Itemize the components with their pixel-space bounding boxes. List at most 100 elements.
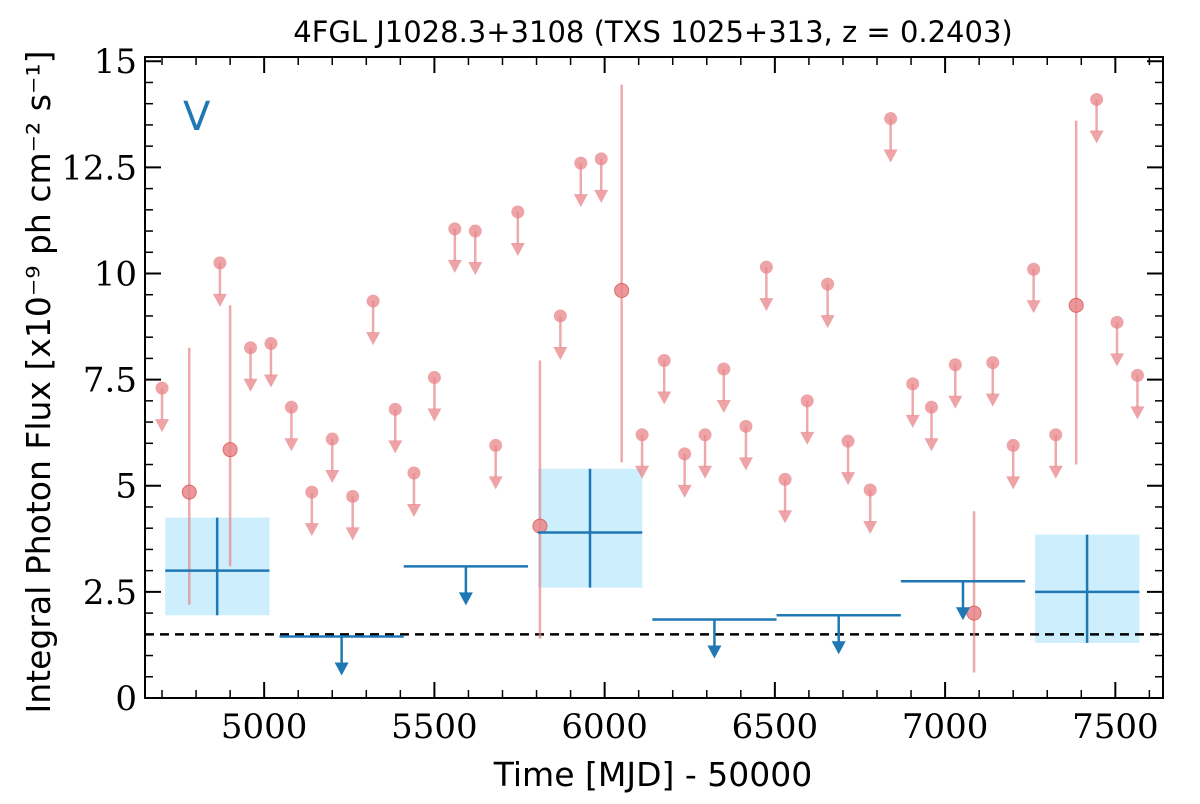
- short-bin-upper-limit: [698, 428, 713, 479]
- upper-limit-arrow-head: [468, 262, 483, 276]
- upper-limit-arrow-head: [345, 527, 360, 541]
- upper-limit-arrow-head: [1048, 465, 1063, 479]
- upper-limit-arrow-head: [831, 641, 846, 655]
- x-tick-label: 5500: [391, 707, 478, 747]
- detection-marker: [181, 484, 197, 500]
- short-bin-detection: [181, 347, 197, 605]
- upper-limit-marker: [1130, 368, 1144, 382]
- y-tick-label: 7.5: [83, 361, 137, 401]
- long-bin-upper-limit: [403, 565, 529, 606]
- upper-limit-arrow-head: [738, 457, 753, 471]
- upper-limit-marker: [778, 472, 792, 486]
- upper-limit-arrow-head: [677, 484, 692, 498]
- detection-marker: [966, 605, 982, 621]
- short-bin-upper-limit: [345, 489, 360, 541]
- x-tick-label: 6500: [732, 707, 819, 747]
- short-bin-upper-limit: [1110, 315, 1125, 367]
- detection-marker: [1068, 297, 1084, 313]
- long-bin-layer: [165, 468, 1140, 676]
- y-tick-label: 10: [94, 254, 137, 294]
- x-tick-label: 6000: [561, 707, 648, 747]
- short-bin-upper-limit: [510, 205, 525, 256]
- upper-limit-marker: [948, 358, 962, 372]
- upper-limit-marker: [594, 152, 608, 166]
- upper-limit-marker: [305, 485, 319, 499]
- upper-limit-marker: [388, 402, 402, 416]
- upper-limit-arrow-head: [366, 332, 381, 346]
- upper-limit-marker: [986, 356, 1000, 370]
- long-bin-upper-limit: [776, 613, 901, 655]
- upper-limit-arrow-head: [263, 374, 278, 388]
- upper-limit-arrow-head: [707, 645, 722, 659]
- short-bin-upper-limit: [212, 256, 227, 307]
- upper-limit-marker: [717, 362, 731, 376]
- short-bin-upper-limit: [284, 400, 299, 452]
- x-tick-label: 7000: [902, 707, 989, 747]
- short-bin-detection: [1068, 120, 1084, 465]
- short-bin-upper-limit: [366, 294, 381, 346]
- upper-limit-marker: [678, 447, 692, 461]
- upper-limit-arrow-head: [447, 259, 462, 273]
- detection-marker: [532, 518, 548, 534]
- short-bin-upper-limit: [263, 337, 278, 388]
- upper-limit-marker: [1006, 438, 1020, 452]
- upper-limit-arrow-head: [841, 472, 856, 486]
- short-bin-upper-limit: [594, 152, 609, 203]
- upper-limit-marker: [155, 381, 169, 395]
- upper-limit-marker: [821, 277, 835, 291]
- short-bin-upper-limit: [1026, 262, 1041, 314]
- upper-limit-arrow-head: [698, 465, 713, 479]
- upper-limit-arrow-head: [573, 194, 588, 208]
- detection-marker: [222, 442, 238, 458]
- detection-marker: [614, 282, 630, 298]
- upper-limit-arrow-head: [657, 391, 672, 405]
- upper-limit-arrow-head: [1026, 300, 1041, 314]
- upper-limit-arrow-head: [985, 393, 1000, 407]
- y-tick-label: 15: [94, 42, 137, 82]
- upper-limit-marker: [574, 156, 588, 170]
- short-bin-upper-limit: [427, 371, 442, 422]
- long-bin-detection: [538, 468, 643, 588]
- short-bin-detection: [532, 360, 548, 639]
- short-bin-upper-limit: [1089, 92, 1104, 144]
- short-bin-upper-limit: [657, 354, 672, 405]
- short-bin-upper-limit: [759, 260, 774, 312]
- panel-label: V: [183, 94, 211, 140]
- short-bin-upper-limit: [488, 438, 503, 490]
- long-bin-upper-limit: [279, 635, 404, 676]
- upper-limit-arrow-head: [406, 504, 421, 518]
- x-tick-label: 7500: [1072, 707, 1159, 747]
- short-bin-upper-limit: [304, 485, 319, 537]
- upper-limit-marker: [1090, 92, 1104, 106]
- y-tick-label: 5: [115, 467, 137, 507]
- short-bin-upper-limit: [716, 362, 731, 414]
- short-bin-upper-limit: [924, 400, 939, 452]
- short-bin-upper-limit: [905, 377, 920, 428]
- upper-limit-arrow-head: [1110, 353, 1125, 367]
- upper-limit-marker: [489, 438, 503, 452]
- upper-limit-arrow-head: [155, 419, 170, 433]
- upper-limit-marker: [759, 260, 773, 274]
- upper-limit-arrow-head: [1130, 406, 1145, 420]
- short-bin-upper-limit: [447, 222, 462, 273]
- short-bin-layer: [155, 84, 1145, 673]
- upper-limit-arrow-head: [883, 149, 898, 163]
- upper-limit-marker: [448, 222, 462, 236]
- upper-limit-marker: [366, 294, 380, 308]
- upper-limit-arrow-head: [635, 465, 650, 479]
- upper-limit-arrow-head: [427, 408, 442, 422]
- upper-limit-marker: [1027, 262, 1041, 276]
- upper-limit-arrow-head: [820, 315, 835, 329]
- short-bin-upper-limit: [883, 112, 898, 163]
- upper-limit-arrow-head: [304, 523, 319, 537]
- upper-limit-marker: [325, 432, 339, 446]
- upper-limit-arrow-head: [212, 293, 227, 307]
- short-bin-upper-limit: [155, 381, 170, 433]
- x-axis-label: Time [MJD] - 50000: [493, 755, 812, 794]
- plot-frame: [144, 56, 1164, 699]
- upper-limit-marker: [213, 256, 227, 270]
- short-bin-upper-limit: [388, 402, 403, 454]
- y-tick-label: 2.5: [83, 573, 137, 613]
- upper-limit-marker: [553, 309, 567, 323]
